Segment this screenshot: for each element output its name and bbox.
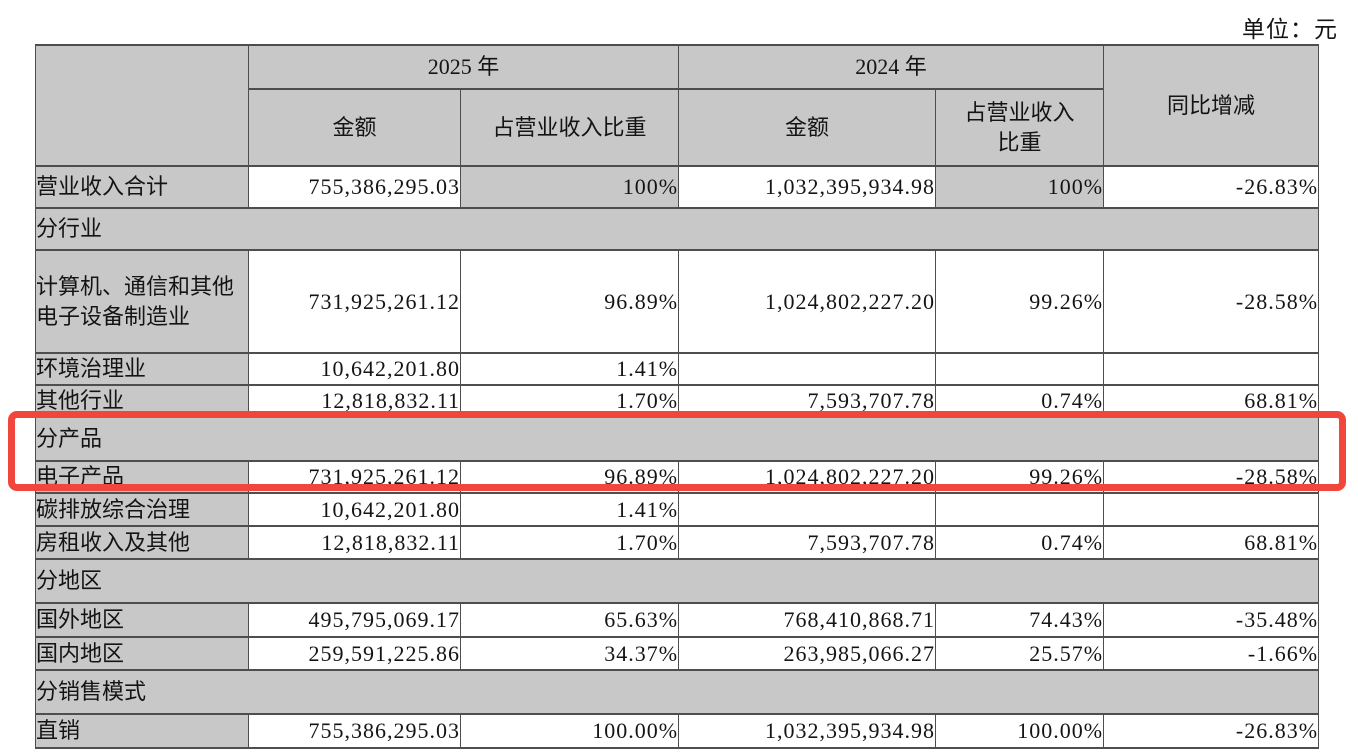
amount-2025: 731,925,261.12	[248, 249, 461, 354]
share-2024: 99.26%	[935, 249, 1105, 354]
section-row: 分地区	[34, 558, 1320, 604]
share-2025: 96.89%	[459, 249, 680, 354]
yoy-change: -26.83%	[1103, 713, 1320, 749]
yoy-change: -28.58%	[1103, 460, 1320, 494]
row-label: 国外地区	[35, 602, 249, 638]
share-2025: 34.37%	[459, 636, 680, 671]
share-2024: 100%	[935, 165, 1105, 209]
empty-cell	[678, 352, 937, 386]
amount-2025: 10,642,201.80	[248, 492, 461, 527]
amount-2025: 12,818,832.11	[248, 525, 461, 560]
amount-2024: 1,032,395,934.98	[678, 713, 937, 749]
row-label: 其他行业	[35, 384, 249, 418]
share-2024: 0.74%	[935, 525, 1105, 560]
share-2024: 0.74%	[935, 384, 1105, 418]
yoy-change: -35.48%	[1103, 602, 1320, 638]
year-2024-header: 2024 年	[678, 44, 1105, 90]
table-row: 碳排放综合治理 10,642,201.80 1.41%	[35, 492, 1320, 527]
row-label: 营业收入合计	[35, 165, 249, 209]
corner-cell	[35, 44, 249, 167]
table-row: 国内地区 259,591,225.86 34.37% 263,985,066.2…	[35, 636, 1320, 671]
revenue-breakdown-table: 2025 年 2024 年 同比增减 金额 占营业收入比重 金额 占营业收入 比…	[34, 44, 1320, 749]
amount-2024: 1,024,802,227.20	[678, 460, 937, 494]
table-row: 国外地区 495,795,069.17 65.63% 768,410,868.7…	[35, 602, 1320, 638]
share-2025: 1.41%	[459, 352, 680, 386]
amount-2024: 1,024,802,227.20	[678, 249, 937, 354]
section-row: 分产品	[34, 416, 1320, 462]
row-label: 环境治理业	[35, 352, 249, 386]
section-row: 分行业	[34, 207, 1320, 251]
row-label: 计算机、通信和其他电子设备制造业	[35, 249, 249, 354]
section-label: 分产品	[34, 416, 1320, 462]
share-2024: 99.26%	[935, 460, 1105, 494]
yoy-change: -28.58%	[1103, 249, 1320, 354]
share-2025: 1.70%	[459, 384, 680, 418]
empty-cell	[935, 492, 1105, 527]
amount-2025: 12,818,832.11	[248, 384, 461, 418]
table-row: 直销 755,386,295.03 100.00% 1,032,395,934.…	[35, 713, 1320, 749]
share-2025: 1.41%	[459, 492, 680, 527]
table-row: 房租收入及其他 12,818,832.11 1.70% 7,593,707.78…	[35, 525, 1320, 560]
header-row-measures: 金额 占营业收入比重 金额 占营业收入 比重	[36, 88, 1319, 167]
year-2025-header: 2025 年	[247, 44, 680, 90]
amount-2025: 259,591,225.86	[248, 636, 461, 671]
unit-label: 单位：元	[1242, 17, 1338, 42]
share-2024: 100.00%	[935, 713, 1105, 749]
share-2025: 100.00%	[459, 713, 680, 749]
share-2024: 25.57%	[935, 636, 1105, 671]
section-label: 分地区	[34, 558, 1320, 604]
share-2025-header: 占营业收入比重	[459, 88, 680, 167]
yoy-change: 68.81%	[1103, 525, 1320, 560]
amount-2024: 7,593,707.78	[678, 525, 937, 560]
amount-2024: 768,410,868.71	[678, 602, 937, 638]
row-label: 国内地区	[35, 636, 249, 671]
table-row: 环境治理业 10,642,201.80 1.41%	[35, 352, 1320, 386]
row-label: 碳排放综合治理	[35, 492, 249, 527]
share-2025: 65.63%	[459, 602, 680, 638]
row-label: 直销	[35, 713, 249, 749]
amount-2024: 7,593,707.78	[678, 384, 937, 418]
amount-2025: 495,795,069.17	[248, 602, 461, 638]
table-row: 计算机、通信和其他电子设备制造业 731,925,261.12 96.89% 1…	[35, 249, 1320, 354]
amount-2024: 1,032,395,934.98	[678, 165, 937, 209]
row-label: 房租收入及其他	[35, 525, 249, 560]
amount-2025: 755,386,295.03	[248, 165, 461, 209]
row-label: 电子产品	[35, 460, 249, 494]
amount-2025: 10,642,201.80	[248, 352, 461, 386]
section-label: 分行业	[34, 207, 1320, 251]
empty-cell	[1103, 352, 1320, 386]
amount-2024-header: 金额	[678, 88, 937, 167]
yoy-change: -26.83%	[1103, 165, 1320, 209]
table-row: 其他行业 12,818,832.11 1.70% 7,593,707.78 0.…	[35, 384, 1320, 418]
table-row: 营业收入合计 755,386,295.03 100% 1,032,395,934…	[35, 165, 1320, 209]
share-2024-header: 占营业收入 比重	[935, 88, 1105, 167]
amount-2025-header: 金额	[248, 88, 461, 167]
amount-2025: 731,925,261.12	[248, 460, 461, 494]
section-label: 分销售模式	[34, 669, 1320, 715]
amount-2025: 755,386,295.03	[248, 713, 461, 749]
yoy-change: -1.66%	[1103, 636, 1320, 671]
share-2025: 100%	[459, 165, 680, 209]
header-row-years: 2025 年 2024 年 同比增减	[35, 44, 1320, 167]
section-row: 分销售模式	[34, 669, 1320, 715]
yoy-change: 68.81%	[1103, 384, 1320, 418]
empty-cell	[678, 492, 937, 527]
table-row: 电子产品 731,925,261.12 96.89% 1,024,802,227…	[35, 460, 1320, 494]
amount-2024: 263,985,066.27	[678, 636, 937, 671]
empty-cell	[935, 352, 1105, 386]
share-2024: 74.43%	[935, 602, 1105, 638]
yoy-header: 同比增减	[1103, 44, 1320, 167]
empty-cell	[1103, 492, 1320, 527]
share-2025: 1.70%	[459, 525, 680, 560]
share-2025: 96.89%	[459, 460, 680, 494]
